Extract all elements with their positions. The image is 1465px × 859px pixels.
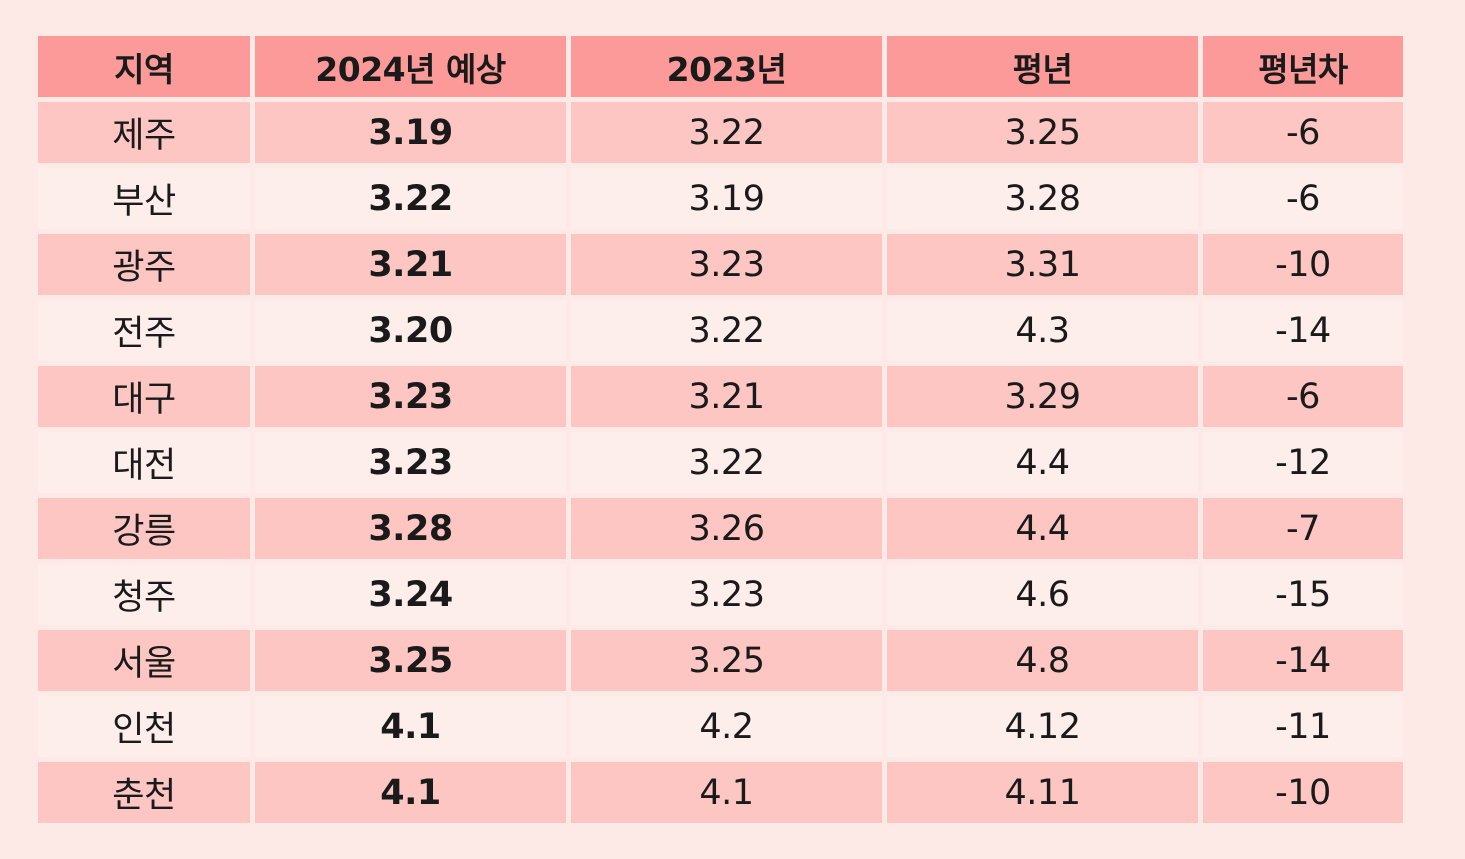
cell-normal: 4.3 (887, 300, 1198, 361)
cell-normal-diff: -10 (1203, 762, 1403, 823)
cell-region: 전주 (38, 300, 250, 361)
cell-2023: 3.23 (571, 234, 882, 295)
cell-2023: 3.22 (571, 432, 882, 493)
cell-2023: 3.26 (571, 498, 882, 559)
cell-region: 강릉 (38, 498, 250, 559)
table-row: 강릉 3.28 3.26 4.4 -7 (38, 498, 1403, 559)
cell-2024-forecast: 3.21 (255, 234, 566, 295)
table-row: 서울 3.25 3.25 4.8 -14 (38, 630, 1403, 691)
table-row: 춘천 4.1 4.1 4.11 -10 (38, 762, 1403, 823)
cell-2024-forecast: 4.1 (255, 696, 566, 757)
header-region: 지역 (38, 36, 250, 97)
cell-2023: 3.23 (571, 564, 882, 625)
forecast-table: 지역 2024년 예상 2023년 평년 평년차 제주 3.19 3.22 3.… (33, 31, 1408, 828)
cell-2023: 3.19 (571, 168, 882, 229)
cell-2024-forecast: 3.28 (255, 498, 566, 559)
cell-normal-diff: -6 (1203, 366, 1403, 427)
table-row: 광주 3.21 3.23 3.31 -10 (38, 234, 1403, 295)
cell-normal: 4.6 (887, 564, 1198, 625)
cell-2023: 3.22 (571, 300, 882, 361)
cell-normal-diff: -14 (1203, 630, 1403, 691)
cell-2024-forecast: 3.20 (255, 300, 566, 361)
cell-2023: 3.22 (571, 102, 882, 163)
cell-2024-forecast: 3.22 (255, 168, 566, 229)
cell-2024-forecast: 4.1 (255, 762, 566, 823)
cell-normal: 4.8 (887, 630, 1198, 691)
cell-normal-diff: -10 (1203, 234, 1403, 295)
cell-2023: 3.25 (571, 630, 882, 691)
table-header-row: 지역 2024년 예상 2023년 평년 평년차 (38, 36, 1403, 97)
cell-normal: 4.12 (887, 696, 1198, 757)
cell-region: 청주 (38, 564, 250, 625)
cell-2024-forecast: 3.23 (255, 366, 566, 427)
cell-region: 대전 (38, 432, 250, 493)
table-row: 청주 3.24 3.23 4.6 -15 (38, 564, 1403, 625)
header-normal-diff: 평년차 (1203, 36, 1403, 97)
cell-normal-diff: -15 (1203, 564, 1403, 625)
cell-normal-diff: -7 (1203, 498, 1403, 559)
header-2024-forecast: 2024년 예상 (255, 36, 566, 97)
table-row: 인천 4.1 4.2 4.12 -11 (38, 696, 1403, 757)
forecast-table-container: 지역 2024년 예상 2023년 평년 평년차 제주 3.19 3.22 3.… (38, 36, 1403, 823)
cell-2023: 3.21 (571, 366, 882, 427)
cell-normal: 3.31 (887, 234, 1198, 295)
cell-2023: 4.2 (571, 696, 882, 757)
cell-2024-forecast: 3.25 (255, 630, 566, 691)
cell-normal: 3.28 (887, 168, 1198, 229)
cell-2024-forecast: 3.24 (255, 564, 566, 625)
header-normal: 평년 (887, 36, 1198, 97)
cell-region: 부산 (38, 168, 250, 229)
cell-normal: 4.4 (887, 498, 1198, 559)
cell-region: 서울 (38, 630, 250, 691)
cell-normal: 4.11 (887, 762, 1198, 823)
cell-normal-diff: -6 (1203, 168, 1403, 229)
cell-region: 대구 (38, 366, 250, 427)
cell-normal: 3.29 (887, 366, 1198, 427)
table-row: 부산 3.22 3.19 3.28 -6 (38, 168, 1403, 229)
cell-region: 광주 (38, 234, 250, 295)
cell-2023: 4.1 (571, 762, 882, 823)
table-row: 전주 3.20 3.22 4.3 -14 (38, 300, 1403, 361)
table-row: 대전 3.23 3.22 4.4 -12 (38, 432, 1403, 493)
cell-region: 제주 (38, 102, 250, 163)
cell-normal: 3.25 (887, 102, 1198, 163)
cell-normal-diff: -14 (1203, 300, 1403, 361)
cell-normal-diff: -6 (1203, 102, 1403, 163)
table-row: 대구 3.23 3.21 3.29 -6 (38, 366, 1403, 427)
cell-normal-diff: -11 (1203, 696, 1403, 757)
cell-normal-diff: -12 (1203, 432, 1403, 493)
cell-2024-forecast: 3.19 (255, 102, 566, 163)
cell-2024-forecast: 3.23 (255, 432, 566, 493)
cell-normal: 4.4 (887, 432, 1198, 493)
header-2023: 2023년 (571, 36, 882, 97)
table-row: 제주 3.19 3.22 3.25 -6 (38, 102, 1403, 163)
cell-region: 춘천 (38, 762, 250, 823)
cell-region: 인천 (38, 696, 250, 757)
